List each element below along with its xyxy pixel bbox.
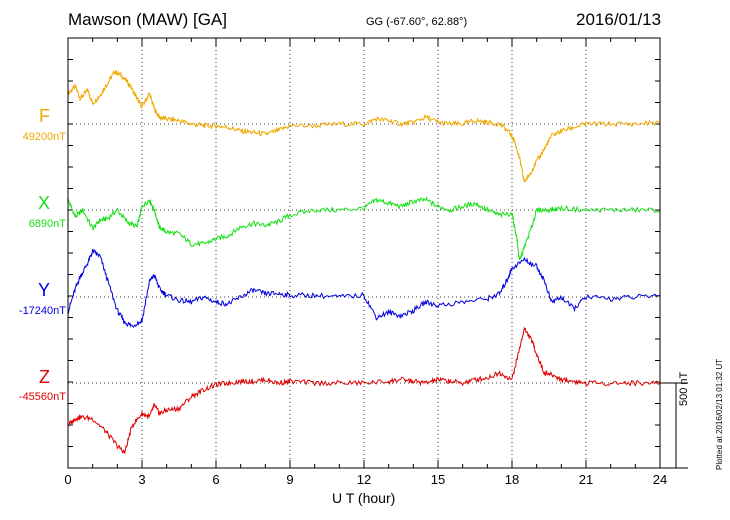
component-label-x: X <box>37 193 50 213</box>
x-tick-label: 6 <box>212 472 219 487</box>
plotted-timestamp: Plotted at 2016/02/13 01:32 UT <box>715 358 724 470</box>
x-tick-label: 12 <box>357 472 371 487</box>
x-axis-label: U T (hour) <box>332 490 396 506</box>
scale-bar-label: 500 nT <box>678 371 690 406</box>
component-label-z: Z <box>39 367 50 387</box>
grid-lines <box>68 38 660 468</box>
x-tick-label: 3 <box>138 472 145 487</box>
date-label: 2016/01/13 <box>576 10 662 29</box>
coordinates-label: GG (-67.60°, 62.88°) <box>366 16 468 28</box>
scale-bar <box>660 382 688 469</box>
baseline-label-x: 6890nT <box>28 218 66 230</box>
component-label-y: Y <box>37 280 50 300</box>
x-tick-label: 18 <box>505 472 519 487</box>
x-tick-label: 9 <box>286 472 293 487</box>
plot-frame <box>67 37 661 469</box>
component-label-f: F <box>39 106 50 126</box>
x-tick-label: 21 <box>579 472 593 487</box>
series-line-z <box>67 327 661 454</box>
series-line-f <box>67 69 661 183</box>
axis-ticks: 0 3 6 9 12 15 18 21 24 <box>64 38 667 487</box>
baseline-label-f: 49200nT <box>22 131 66 143</box>
series-lines <box>67 69 661 454</box>
x-tick-label: 0 <box>64 472 71 487</box>
baseline-label-y: -17240nT <box>18 305 66 317</box>
baseline-label-z: -45560nT <box>18 391 66 403</box>
x-tick-label: 15 <box>431 472 445 487</box>
station-title: Mawson (MAW) [GA] <box>68 10 227 29</box>
x-tick-label: 24 <box>653 472 667 487</box>
series-line-y <box>67 248 661 329</box>
series-line-x <box>67 196 661 261</box>
